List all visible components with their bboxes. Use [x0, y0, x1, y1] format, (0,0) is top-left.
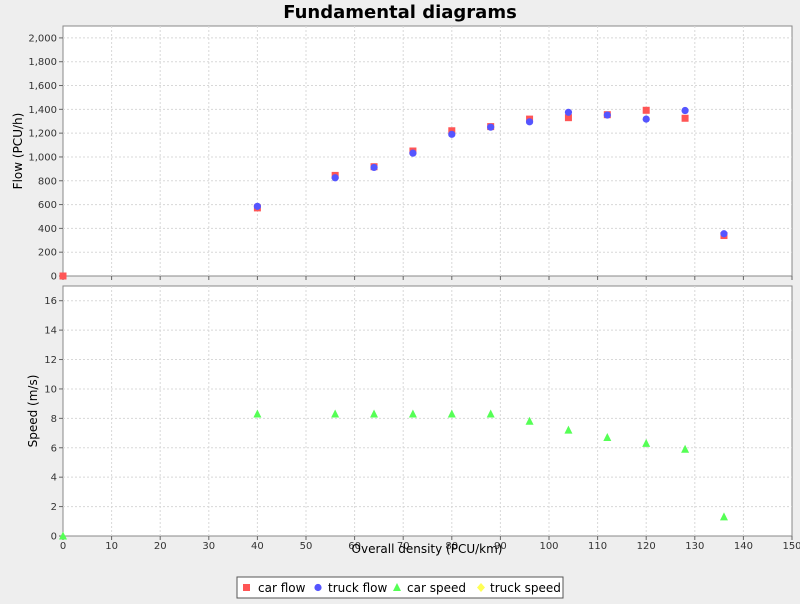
car-flow-point	[681, 114, 689, 122]
y-tick-label: 14	[44, 326, 57, 337]
x-tick-label: 10	[105, 541, 118, 552]
legend-truck-flow-marker	[314, 583, 322, 592]
x-tick-label: 30	[202, 541, 215, 552]
x-tick-label: 90	[494, 541, 507, 552]
y-tick-label: 400	[38, 224, 57, 235]
truck-flow-point	[331, 174, 339, 182]
car-speed-point	[486, 409, 495, 418]
speed-y-axis-label: Speed (m/s)	[26, 375, 40, 448]
axes: 02004006008001,0001,2001,4001,6001,8002,…	[28, 33, 800, 552]
x-tick-label: 50	[300, 541, 313, 552]
chart-title: Fundamental diagrams	[283, 2, 517, 23]
speed-plot-area	[62, 285, 793, 537]
y-tick-label: 16	[44, 296, 57, 307]
car-flow-point	[59, 272, 67, 280]
y-tick-label: 2	[51, 502, 57, 513]
x-tick-label: 40	[251, 541, 264, 552]
truck-flow-point	[681, 106, 689, 115]
flow-plot-area	[62, 25, 793, 277]
truck-flow-point	[720, 230, 728, 238]
legend-car-speed: car speed	[407, 581, 466, 595]
x-tick-label: 140	[734, 541, 753, 552]
x-tick-label: 20	[154, 541, 167, 552]
truck-flow-point	[487, 123, 495, 131]
car-flow-point	[564, 114, 572, 122]
legend-truck-speed-marker	[477, 583, 485, 592]
car-speed-point	[642, 438, 651, 447]
car-speed-point	[525, 416, 534, 425]
y-tick-label: 0	[51, 532, 57, 543]
x-tick-label: 80	[445, 541, 458, 552]
car-speed-point	[331, 409, 340, 418]
legend-car-flow-marker	[243, 584, 250, 591]
y-tick-label: 1,600	[28, 81, 57, 92]
legend-truck-flow: truck flow	[328, 581, 388, 595]
x-tick-label: 130	[685, 541, 704, 552]
truck-flow-point	[642, 115, 650, 123]
legend-truck-speed: truck speed	[490, 581, 561, 595]
car-speed-point	[603, 432, 612, 441]
truck-flow-point	[253, 202, 261, 210]
y-tick-label: 200	[38, 248, 57, 259]
car-speed-point	[59, 531, 67, 540]
y-tick-label: 1,000	[28, 152, 57, 163]
legend-box	[236, 576, 564, 599]
car-speed-point	[447, 409, 456, 418]
x-tick-label: 150	[782, 541, 800, 552]
flow-y-axis-label: Flow (PCU/h)	[11, 113, 25, 190]
x-tick-label: 70	[397, 541, 410, 552]
x-tick-label: 120	[637, 541, 656, 552]
y-tick-label: 4	[51, 473, 57, 484]
car-speed-point	[408, 409, 417, 418]
car-speed-point	[681, 444, 690, 453]
car-flow-point	[642, 106, 650, 114]
y-tick-label: 1,200	[28, 129, 57, 140]
truck-flow-point	[448, 130, 456, 138]
truck-flow-point	[564, 108, 573, 116]
legend-car-speed-marker	[393, 583, 401, 591]
y-tick-label: 800	[38, 176, 57, 187]
y-tick-label: 12	[44, 355, 57, 366]
x-tick-label: 110	[588, 541, 607, 552]
data-marks	[59, 106, 728, 540]
y-tick-label: 10	[44, 384, 57, 395]
y-tick-label: 1,800	[28, 57, 57, 68]
car-speed-point	[253, 409, 262, 418]
x-tick-label: 100	[539, 541, 558, 552]
x-axis-label: Overall density (PCU/km)	[352, 542, 503, 556]
legend-car-flow: car flow	[258, 581, 306, 595]
car-speed-point	[564, 425, 573, 434]
y-tick-label: 8	[51, 414, 57, 425]
car-speed-point	[370, 409, 379, 418]
y-tick-label: 0	[51, 272, 57, 283]
y-tick-label: 2,000	[28, 33, 57, 44]
x-tick-label: 0	[60, 541, 66, 552]
y-tick-label: 1,400	[28, 105, 57, 116]
truck-flow-point	[603, 111, 611, 119]
x-tick-label: 60	[348, 541, 361, 552]
grid-lines	[63, 26, 792, 536]
truck-flow-point	[370, 163, 378, 172]
truck-flow-point	[525, 118, 534, 126]
y-tick-label: 6	[51, 443, 57, 454]
car-speed-point	[719, 512, 728, 521]
truck-flow-point	[409, 149, 417, 157]
legend: car flow truck flow car speed truck spee…	[236, 576, 564, 599]
y-tick-label: 600	[38, 200, 57, 211]
